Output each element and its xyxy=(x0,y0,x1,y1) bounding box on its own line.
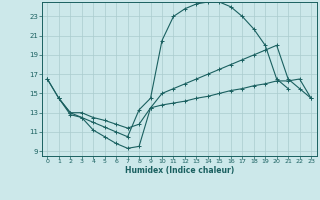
X-axis label: Humidex (Indice chaleur): Humidex (Indice chaleur) xyxy=(124,166,234,175)
